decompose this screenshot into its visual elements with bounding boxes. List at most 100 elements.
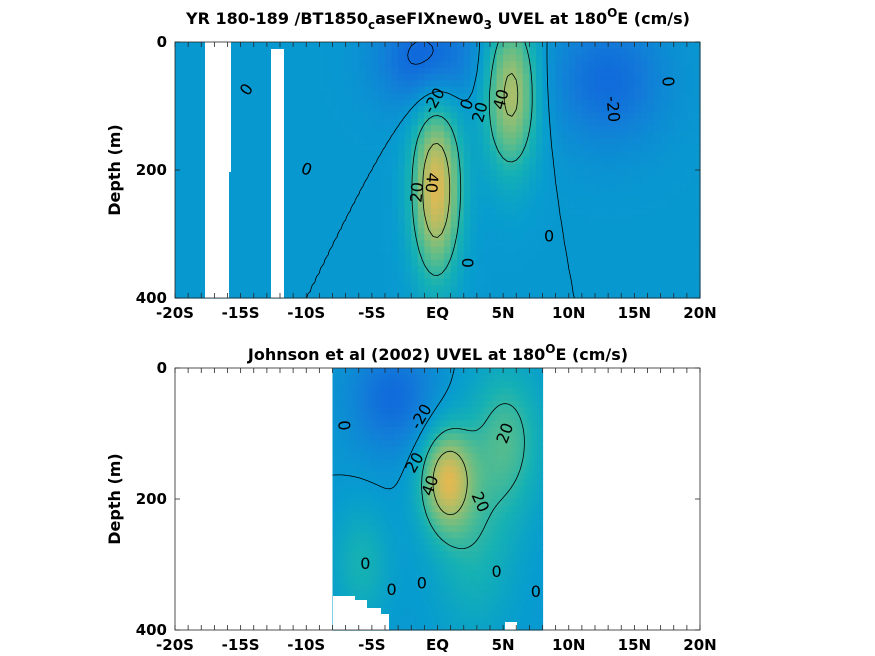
heatmap-cell [608, 240, 616, 248]
heatmap-cell [181, 125, 189, 133]
heatmap-cell [621, 189, 629, 197]
heatmap-cell [654, 278, 662, 286]
heatmap-cell [408, 505, 412, 513]
heatmap-cell [476, 61, 485, 69]
heatmap-cell [339, 112, 347, 120]
heatmap-cell [337, 387, 341, 395]
heatmap-cell [490, 125, 498, 133]
heatmap-cell [194, 240, 202, 248]
heatmap-cell [358, 453, 362, 461]
heatmap-cell [457, 214, 465, 222]
heatmap-cell [654, 42, 662, 49]
heatmap-cell [457, 253, 465, 261]
heatmap-cell [673, 253, 681, 261]
heatmap-cell [406, 374, 410, 382]
heatmap-cell [660, 54, 668, 62]
heatmap-cell [358, 584, 362, 592]
heatmap-cell [181, 131, 189, 139]
heatmap-cell [562, 278, 570, 286]
heatmap-cell [353, 557, 357, 566]
heatmap-cell [395, 512, 399, 520]
heatmap-cell [503, 182, 511, 190]
heatmap-cell [413, 590, 418, 598]
heatmap-cell [253, 93, 261, 101]
heatmap-cell [416, 485, 420, 494]
heatmap-cell [432, 551, 436, 559]
heatmap-cell [634, 48, 642, 56]
heatmap-cell [260, 182, 268, 190]
heatmap-cell [188, 259, 196, 267]
heatmap-cell [680, 259, 688, 267]
heatmap-cell [234, 150, 242, 158]
heatmap-cell [385, 420, 389, 428]
heatmap-cell [608, 227, 616, 235]
heatmap-cell [371, 61, 380, 69]
heatmap-cell [345, 48, 353, 56]
heatmap-cell [444, 246, 452, 254]
heatmap-cell [404, 182, 412, 190]
heatmap-cell [398, 208, 406, 216]
heatmap-cell [345, 74, 353, 81]
heatmap-cell [201, 227, 209, 235]
heatmap-cell [562, 240, 570, 248]
heatmap-cell [319, 278, 327, 286]
heatmap-cell [588, 157, 596, 165]
heatmap-cell [227, 285, 235, 293]
heatmap-cell [434, 433, 439, 441]
heatmap-cell [253, 221, 261, 229]
heatmap-cell [470, 259, 478, 267]
heatmap-cell [398, 512, 402, 520]
heatmap-cell [601, 54, 609, 62]
contour-line [411, 41, 533, 276]
heatmap-cell [398, 163, 406, 171]
heatmap-cell [188, 74, 196, 81]
heatmap-cell [562, 208, 570, 216]
heatmap-cell [411, 590, 415, 598]
heatmap-cell [483, 266, 491, 273]
heatmap-cell [266, 157, 275, 165]
heatmap-cell [286, 214, 294, 222]
heatmap-cell [686, 125, 695, 133]
heatmap-cell [188, 170, 196, 177]
heatmap-cell [392, 564, 397, 572]
heatmap-cell [417, 118, 425, 126]
heatmap-cell [667, 54, 675, 62]
heatmap-cell [434, 453, 439, 461]
heatmap-cell [358, 381, 362, 389]
heatmap-cell [352, 176, 360, 184]
heatmap-cell [377, 433, 381, 441]
heatmap-cell [374, 525, 378, 533]
heatmap-cell [398, 400, 402, 408]
heatmap-cell [353, 368, 357, 376]
heatmap-cell [509, 93, 517, 101]
heatmap-cell [408, 374, 412, 382]
heatmap-cell [411, 544, 415, 552]
heatmap-cell [627, 189, 635, 197]
heatmap-cell [340, 374, 344, 382]
heatmap-cell [686, 61, 695, 69]
heatmap-cell [379, 440, 383, 448]
heatmap-cell [293, 74, 301, 81]
heatmap-cell [365, 195, 373, 203]
heatmap-cell [686, 86, 695, 94]
heatmap-cell [555, 259, 563, 267]
heatmap-cell [522, 42, 530, 49]
heatmap-cell [374, 531, 378, 539]
heatmap-cell [350, 381, 355, 389]
heatmap-cell [343, 531, 347, 539]
heatmap-cell [417, 240, 425, 248]
heatmap-cell [398, 610, 402, 618]
heatmap-cell [385, 544, 389, 552]
heatmap-cell [654, 227, 662, 235]
y-tick-label: 0 [157, 33, 167, 51]
heatmap-cell [427, 492, 431, 500]
heatmap-cell [634, 170, 642, 177]
heatmap-cell [332, 479, 336, 487]
heatmap-cell [437, 278, 445, 286]
heatmap-cell [444, 202, 452, 209]
heatmap-cell [408, 590, 412, 598]
heatmap-cell [421, 466, 425, 474]
heatmap-cell [440, 499, 444, 507]
heatmap-cell [568, 80, 576, 88]
heatmap-cell [286, 150, 294, 158]
